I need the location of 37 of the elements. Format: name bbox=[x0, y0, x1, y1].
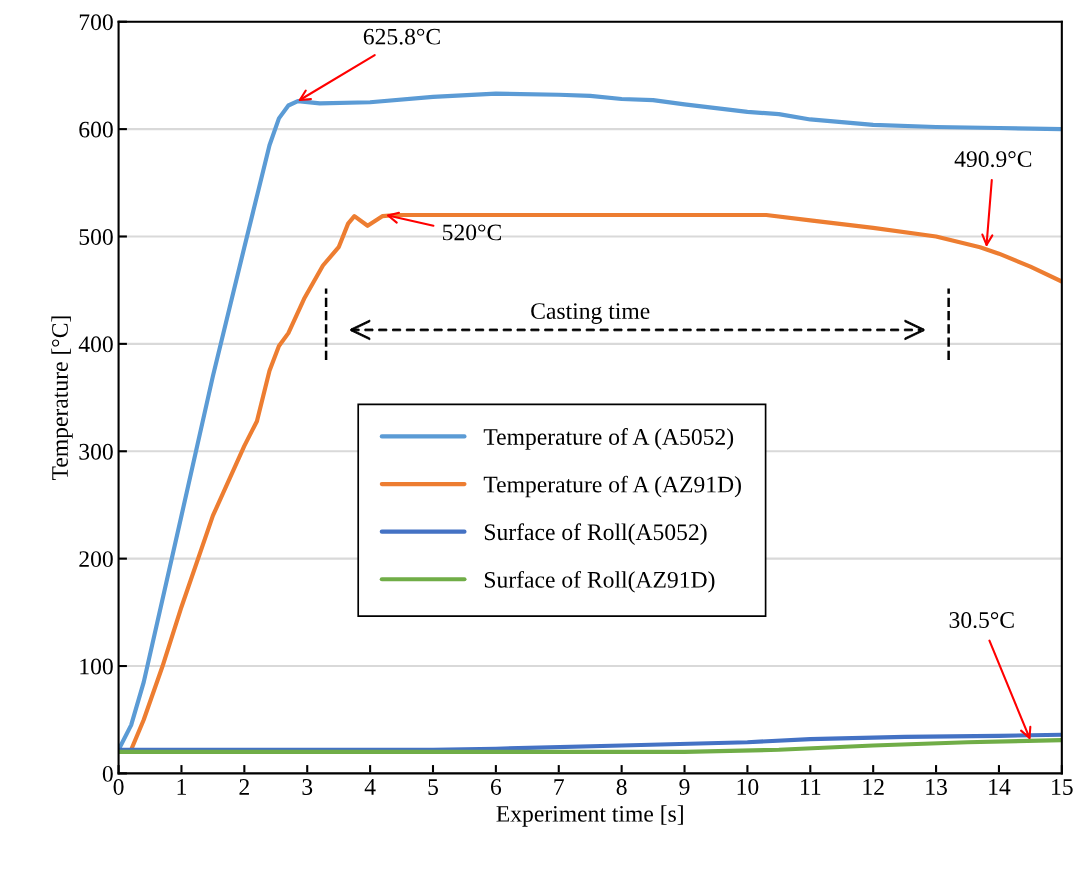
x-tick-label: 0 bbox=[113, 778, 124, 795]
x-tick-label: 1 bbox=[177, 779, 186, 795]
y-tick-label: 100 bbox=[80, 658, 113, 675]
x-tick-label: 8 bbox=[616, 778, 627, 795]
annotation: 625.8°C bbox=[363, 28, 440, 45]
x-tick-label: 13 bbox=[926, 779, 947, 795]
y-axis-title: Temperature [°C] bbox=[51, 316, 73, 481]
x-tick-label: 9 bbox=[679, 779, 690, 795]
y-tick-label: 300 bbox=[79, 443, 113, 460]
x-tick-label: 3 bbox=[302, 779, 313, 795]
x-axis-title: Experiment time [s] bbox=[496, 805, 683, 827]
x-tick-label: 7 bbox=[554, 779, 564, 795]
x-tick-label: 11 bbox=[801, 779, 821, 795]
y-tick-label: 700 bbox=[79, 14, 113, 31]
x-tick-label: 4 bbox=[364, 779, 376, 795]
annotation: Casting time bbox=[531, 303, 650, 324]
x-tick-label: 15 bbox=[1052, 779, 1073, 795]
annotation: 30.5°C bbox=[949, 612, 1014, 629]
legend-label: Temperature of A (AZ91D) bbox=[483, 475, 741, 498]
x-tick-label: 5 bbox=[428, 779, 438, 795]
y-tick-label: 500 bbox=[79, 228, 113, 245]
x-tick-label: 12 bbox=[863, 779, 884, 795]
line-series bbox=[118, 732, 1062, 752]
y-tick-label: 600 bbox=[79, 121, 113, 138]
y-tick-label: 200 bbox=[79, 551, 113, 568]
x-tick-label: 2 bbox=[239, 779, 249, 795]
annotation: 490.9°C bbox=[954, 151, 1032, 168]
y-tick-label: 0 bbox=[102, 765, 113, 782]
legend-label: Temperature of A (A5052) bbox=[483, 428, 734, 450]
legend-label: Surface of Roll(A5052) bbox=[484, 523, 707, 545]
annotation: 520°C bbox=[443, 224, 501, 241]
x-tick-label: 14 bbox=[989, 779, 1011, 795]
y-tick-label: 400 bbox=[78, 336, 113, 353]
x-tick-label: 10 bbox=[737, 778, 759, 795]
x-tick-label: 6 bbox=[490, 779, 502, 795]
line-series bbox=[118, 738, 1062, 755]
legend-label: Surface of Roll(AZ91D) bbox=[484, 570, 715, 593]
